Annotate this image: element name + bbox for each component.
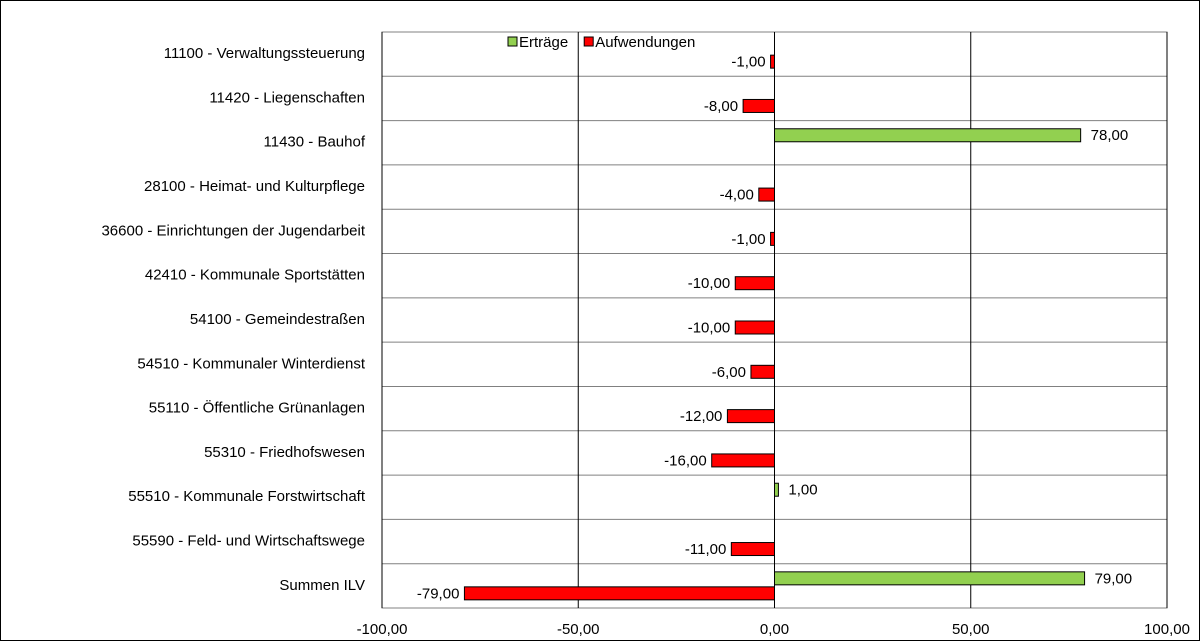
bar (734, 276, 775, 291)
y-tick-label: Summen ILV (279, 577, 365, 594)
bar (711, 453, 776, 468)
x-tick-label: 0,00 (760, 621, 789, 638)
x-tick-label: 50,00 (952, 621, 990, 638)
data-label: -1,00 (731, 54, 765, 71)
data-label: -16,00 (664, 452, 707, 469)
y-tick-label: 28100 - Heimat- und Kulturpflege (144, 178, 365, 195)
data-label: 79,00 (1095, 570, 1133, 587)
y-tick-label: 11100 - Verwaltungssteuerung (164, 45, 365, 62)
data-label: -4,00 (720, 187, 754, 204)
y-tick-label: 42410 - Kommunale Sportstätten (145, 267, 365, 284)
bar (758, 187, 775, 202)
x-tick-label: -50,00 (557, 621, 600, 638)
y-tick-label: 55110 - Öffentliche Grünanlagen (149, 399, 365, 417)
data-label: -6,00 (712, 364, 746, 381)
bar (774, 482, 779, 497)
bar (774, 128, 1082, 143)
data-label: -1,00 (731, 231, 765, 248)
data-label: -12,00 (680, 408, 723, 425)
bar (770, 54, 776, 69)
y-tick-label: 36600 - Einrichtungen der Jugendarbeit (101, 222, 365, 239)
data-label: -10,00 (688, 319, 731, 336)
bar (742, 98, 775, 113)
data-label: -8,00 (704, 98, 738, 115)
bar (726, 409, 776, 424)
y-tick-label: 11420 - Liegenschaften (209, 89, 365, 106)
y-tick-label: 11430 - Bauhof (264, 134, 366, 151)
bar (750, 364, 776, 379)
data-label: 1,00 (788, 482, 817, 499)
bar (774, 571, 1086, 586)
x-tick-label: 100,00 (1144, 621, 1190, 638)
data-label: -11,00 (685, 541, 726, 558)
x-tick-label: -100,00 (357, 621, 408, 638)
bar (770, 231, 776, 246)
data-label: 78,00 (1091, 127, 1129, 144)
data-label: -10,00 (688, 275, 731, 292)
legend-label: Erträge (519, 34, 568, 51)
legend-swatch (507, 36, 518, 47)
bar (463, 586, 775, 601)
y-tick-label: 55590 - Feld- und Wirtschaftswege (132, 533, 365, 550)
data-label: -79,00 (417, 585, 460, 602)
legend-swatch (583, 36, 594, 47)
legend-label: Aufwendungen (595, 34, 695, 51)
bar (730, 542, 776, 557)
bar (734, 320, 775, 335)
y-tick-label: 54100 - Gemeindestraßen (190, 311, 365, 328)
y-tick-label: 54510 - Kommunaler Winterdienst (137, 355, 365, 372)
y-tick-label: 55510 - Kommunale Forstwirtschaft (128, 488, 366, 505)
y-tick-label: 55310 - Friedhofswesen (204, 444, 365, 461)
